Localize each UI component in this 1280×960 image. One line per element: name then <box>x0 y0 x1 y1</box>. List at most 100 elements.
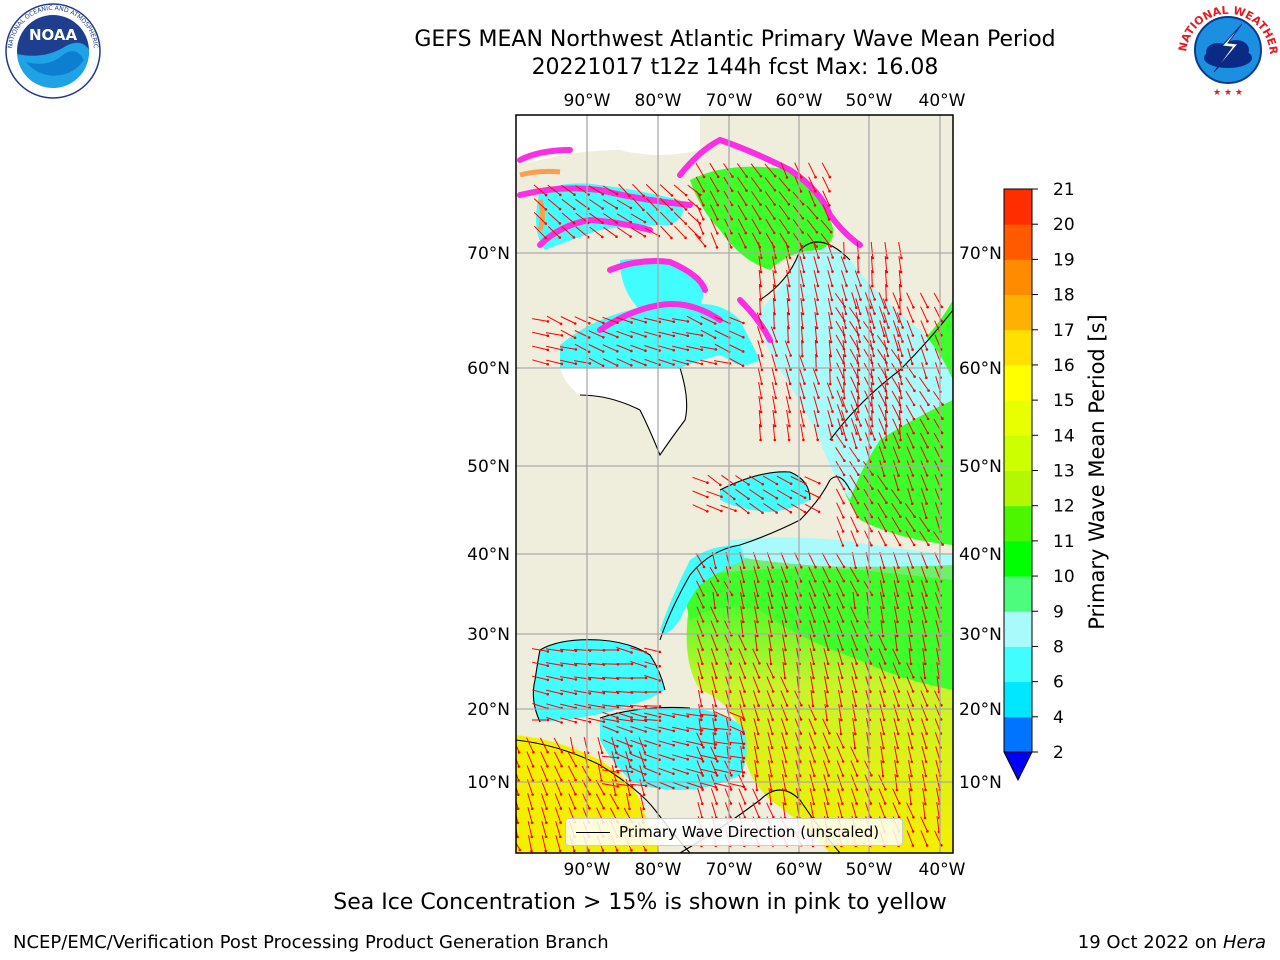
wave-arrow-head <box>716 620 719 623</box>
wave-arrow-head <box>658 664 661 668</box>
wave-arrow <box>892 460 900 476</box>
wave-arrow <box>841 312 847 328</box>
wave-arrow <box>894 746 898 762</box>
colorbar-bin <box>1004 681 1032 718</box>
wave-arrow <box>906 460 914 476</box>
wave-arrow-head <box>799 620 802 623</box>
wave-arrow-head <box>616 705 620 709</box>
wave-arrow <box>766 690 774 706</box>
wave-arrow-head <box>730 189 734 193</box>
wave-arrow-head <box>799 760 802 763</box>
nodata-hudson-region <box>560 368 687 455</box>
wave-arrow-head <box>601 849 605 852</box>
wave-arrow <box>779 219 789 233</box>
wave-arrow-head <box>616 806 620 810</box>
wave-arrow <box>711 662 717 678</box>
wave-arrow-head <box>744 231 748 235</box>
wave-arrow-head <box>925 502 928 505</box>
wave-arrow-head <box>886 340 890 344</box>
wave-arrow-head <box>756 580 760 583</box>
wave-arrow <box>686 727 702 731</box>
wave-arrow <box>672 713 688 717</box>
wave-arrow-head <box>741 350 745 353</box>
wave-arrow-head <box>802 410 806 414</box>
wave-arrow <box>936 648 940 664</box>
wave-arrow <box>748 475 764 485</box>
wave-arrow <box>602 718 618 722</box>
wave-arrow-head <box>770 594 774 597</box>
wave-arrow <box>826 382 834 398</box>
map-frame <box>515 114 954 854</box>
wave-arrow <box>692 504 708 512</box>
wave-arrow <box>850 404 858 420</box>
wave-arrow <box>561 226 575 238</box>
wave-arrow-head <box>925 844 929 847</box>
wave-arrow-head <box>884 648 887 651</box>
wave-arrow <box>836 732 844 748</box>
wave-arrow <box>883 340 889 356</box>
wave-arrow-head <box>686 715 690 718</box>
wave-arrow <box>758 396 762 412</box>
wave-arrow <box>776 489 792 499</box>
wave-arrow-head <box>843 459 846 463</box>
wave-arrow <box>541 821 547 837</box>
wave-arrow-head <box>630 744 633 748</box>
wave-arrow-head <box>614 793 617 797</box>
wave-arrow-head <box>825 718 829 722</box>
wave-arrow <box>892 802 900 818</box>
wave-arrow <box>751 204 761 220</box>
wave-arrow <box>808 176 816 192</box>
wave-arrow <box>767 606 773 622</box>
wave-arrow <box>892 446 900 462</box>
wave-arrow-head <box>870 593 874 597</box>
wave-arrow-head <box>785 718 789 721</box>
wave-arrow-head <box>801 202 805 206</box>
wave-arrow <box>555 821 561 837</box>
wave-arrow <box>686 332 702 336</box>
wave-arrow <box>785 382 791 398</box>
wave-arrow-head <box>701 634 705 637</box>
wave-arrow <box>878 418 886 434</box>
wave-arrow-head <box>897 718 900 721</box>
wave-arrow-head <box>714 348 718 351</box>
wave-arrow <box>898 423 902 441</box>
wave-arrow-head <box>789 354 792 357</box>
lon-label: 60°W <box>776 91 823 111</box>
wave-arrow <box>878 432 886 448</box>
wave-arrow-head <box>912 306 915 309</box>
wave-arrow <box>798 354 806 370</box>
wave-arrow-head <box>769 662 773 666</box>
wave-arrow <box>864 418 872 434</box>
wave-arrow <box>616 753 632 761</box>
wave-arrow-head <box>815 231 819 234</box>
wave-arrow <box>879 460 885 476</box>
lon-label: 80°W <box>635 860 682 880</box>
wave-arrow-head <box>644 719 648 723</box>
wave-arrow <box>738 634 746 650</box>
wave-arrow <box>615 677 633 679</box>
lat-label: 30°N <box>467 625 510 645</box>
wave-arrow-head <box>701 232 705 235</box>
wave-arrow-head <box>924 634 928 638</box>
wave-arrow <box>792 219 804 233</box>
wave-arrow <box>892 662 900 678</box>
wave-arrow <box>905 390 915 406</box>
wave-arrow-head <box>840 704 843 708</box>
wave-arrow <box>898 283 902 301</box>
wave-arrow <box>786 311 790 329</box>
wave-arrow <box>884 269 888 287</box>
wave-arrow-head <box>759 189 762 192</box>
wave-arrow <box>891 404 901 420</box>
wave-arrow <box>809 620 815 636</box>
wave-arrow-head <box>898 802 901 805</box>
wave-arrow <box>673 184 687 196</box>
wave-arrow <box>932 391 944 405</box>
wave-arrow <box>782 662 786 678</box>
wave-arrow <box>728 782 744 788</box>
wave-arrow <box>814 325 818 343</box>
wave-arrow-head <box>644 335 647 338</box>
wave-arrow <box>794 552 802 568</box>
wave-arrow <box>906 830 914 846</box>
wave-arrow-head <box>759 424 763 428</box>
wave-arrow <box>879 580 885 596</box>
